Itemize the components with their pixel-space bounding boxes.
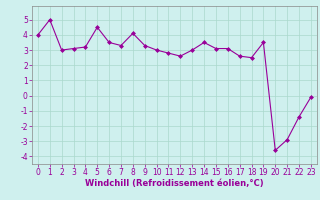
X-axis label: Windchill (Refroidissement éolien,°C): Windchill (Refroidissement éolien,°C) <box>85 179 264 188</box>
